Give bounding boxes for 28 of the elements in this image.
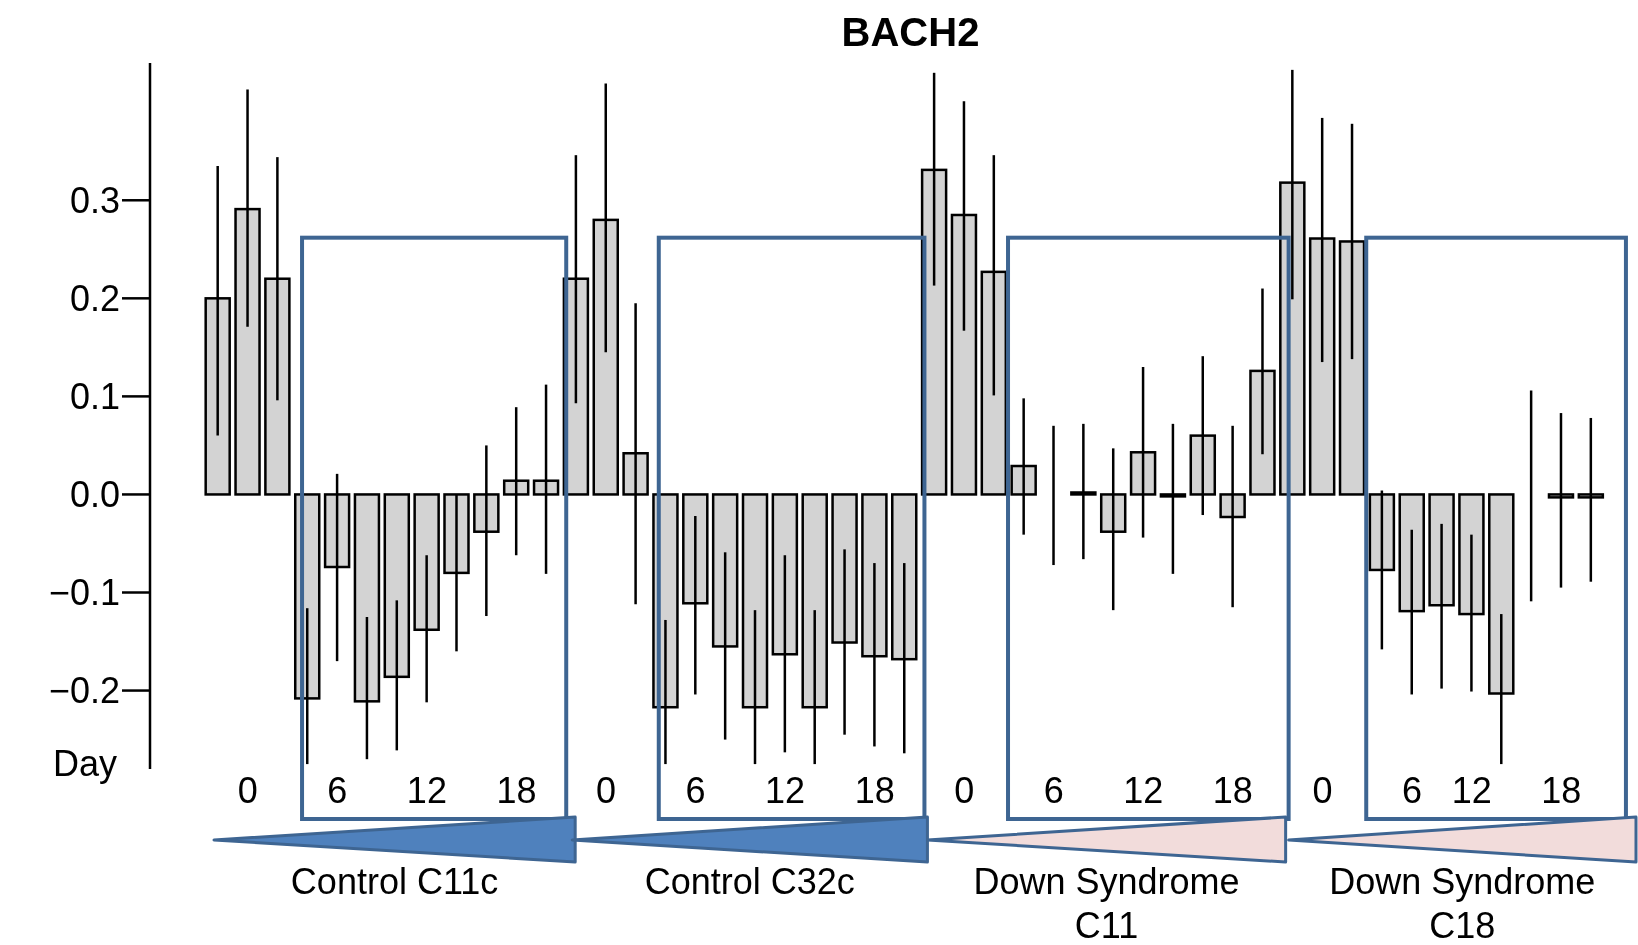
x-tick-label: 18 <box>1541 769 1582 811</box>
y-tick-label: −0.1 <box>48 572 120 614</box>
y-tick-label: 0.3 <box>69 180 120 222</box>
x-tick-label: 12 <box>1451 769 1492 811</box>
x-tick-label: 6 <box>327 769 348 811</box>
chart-title: BACH2 <box>840 9 981 56</box>
x-tick-label: 6 <box>685 769 706 811</box>
x-tick-label: 12 <box>406 769 447 811</box>
x-tick-label: 12 <box>1123 769 1164 811</box>
x-tick-label: 0 <box>954 769 975 811</box>
x-tick-label: 18 <box>854 769 895 811</box>
x-tick-label: 6 <box>1401 769 1422 811</box>
x-tick-label: 0 <box>237 769 258 811</box>
x-tick-label: 18 <box>1212 769 1253 811</box>
x-tick-label: 12 <box>765 769 806 811</box>
x-tick-label: 18 <box>496 769 537 811</box>
y-tick-label: 0.1 <box>69 376 120 418</box>
y-tick-label: 0.0 <box>69 474 120 516</box>
text: Down Syndrome C18 <box>1328 860 1597 945</box>
x-axis-title: Day <box>53 743 118 785</box>
text: Down Syndrome C11 <box>972 860 1241 945</box>
y-tick-label: −0.2 <box>48 670 120 712</box>
text: Control C11c <box>290 860 499 904</box>
x-tick-label: 0 <box>1312 769 1333 811</box>
text: Control C32c <box>644 860 855 904</box>
x-tick-label: 0 <box>595 769 617 811</box>
y-tick-label: 0.2 <box>69 278 120 320</box>
x-tick-label: 6 <box>1043 769 1064 811</box>
